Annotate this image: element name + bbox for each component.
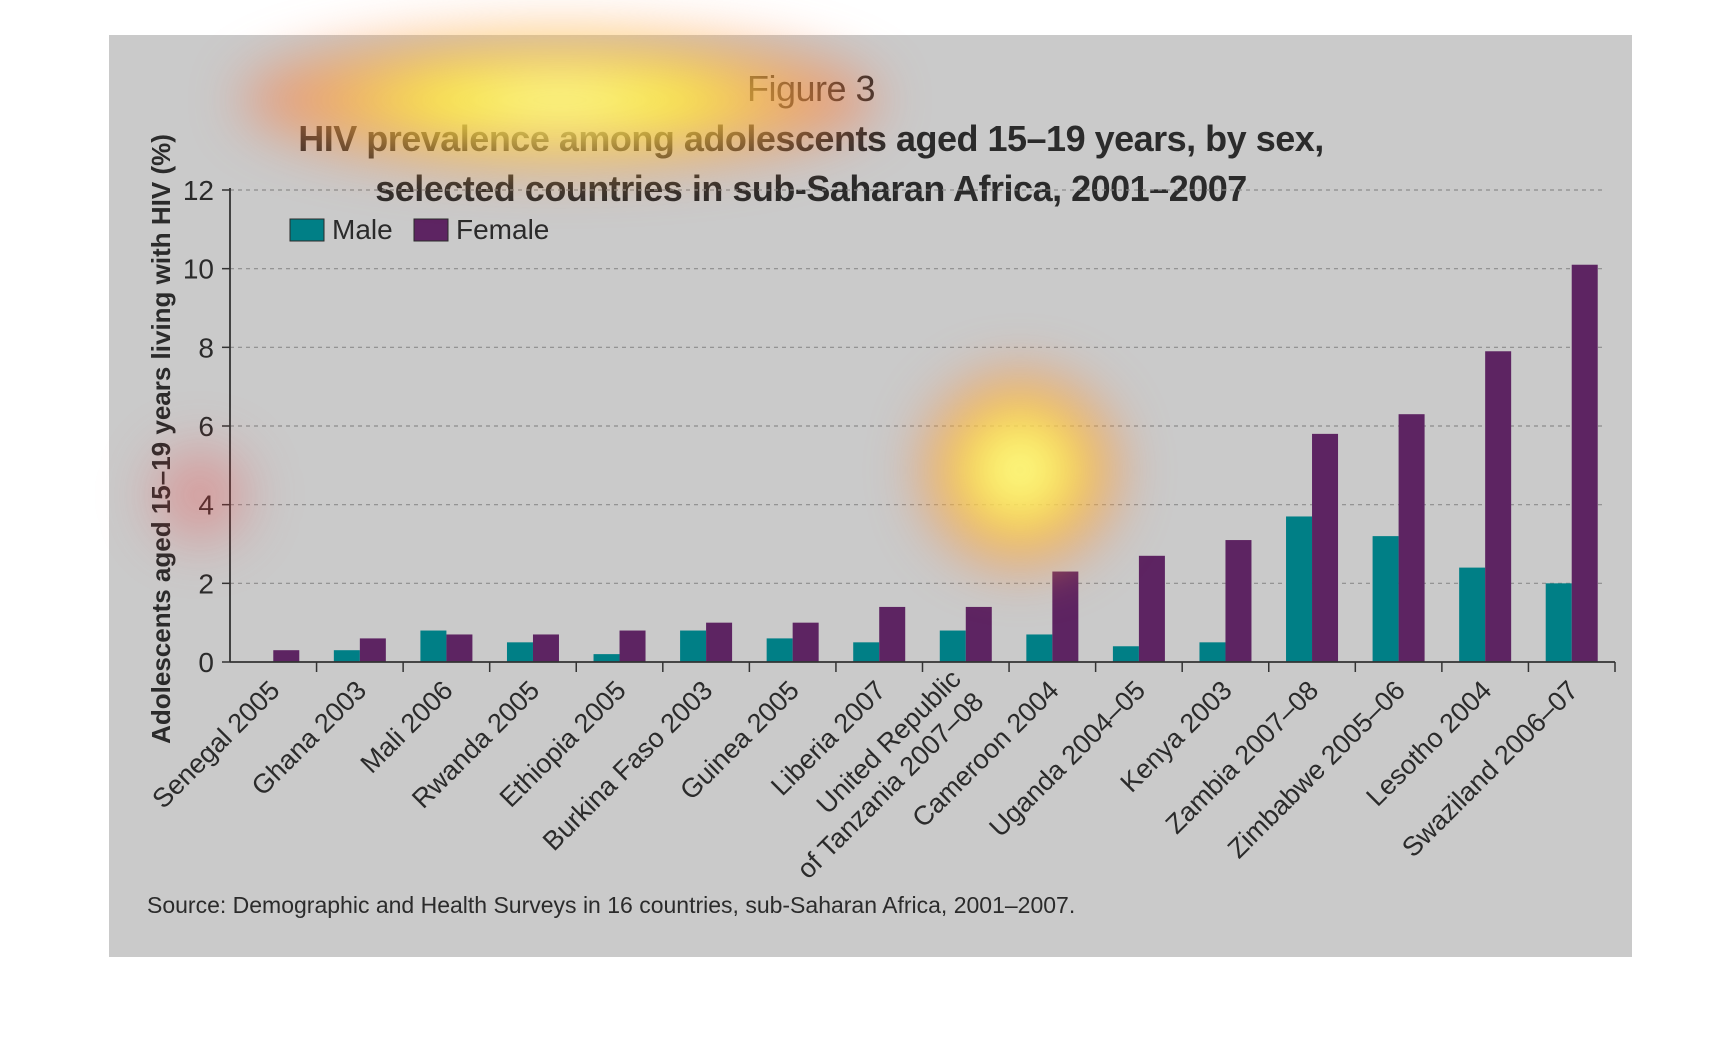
source-note: Source: Demographic and Health Surveys i… — [147, 892, 1076, 918]
legend: Male Female — [289, 214, 549, 245]
x-tick-label-line: Uganda 2004–05 — [983, 675, 1151, 843]
bar-male — [1372, 536, 1399, 662]
y-tick-label: 6 — [198, 411, 214, 442]
bar-female — [879, 606, 906, 662]
x-tick-label: Uganda 2004–05 — [983, 675, 1151, 843]
bar-female — [1485, 351, 1512, 662]
bar-male — [1286, 516, 1313, 662]
y-tick-label: 8 — [198, 332, 214, 363]
bar-male — [939, 630, 966, 662]
y-tick-label: 4 — [198, 490, 214, 521]
bar-female — [273, 650, 300, 662]
x-tick-label-text: Zambia 2007–08 — [1160, 675, 1325, 840]
bar-female — [1398, 414, 1425, 662]
x-tick-label-text: Uganda 2004–05 — [983, 675, 1151, 843]
bar-male — [1026, 634, 1053, 662]
x-tick-label: Burkina Faso 2003 — [537, 675, 718, 856]
x-tick-label-line: Zambia 2007–08 — [1160, 675, 1325, 840]
bar-male — [1199, 642, 1226, 662]
bar-male — [506, 642, 533, 662]
bar-male — [766, 638, 793, 662]
bar-female — [706, 622, 733, 662]
bar-female — [792, 622, 819, 662]
bar-male — [680, 630, 707, 662]
bar-male — [333, 650, 360, 662]
legend-label-female: Female — [456, 214, 549, 245]
x-tick-label: Zambia 2007–08 — [1160, 675, 1325, 840]
legend-label-male: Male — [332, 214, 393, 245]
bar-male — [1112, 646, 1139, 662]
y-axis-label: Adolescents aged 15–19 years living with… — [146, 134, 176, 744]
legend-swatch-male — [289, 218, 325, 242]
bar-female — [359, 638, 386, 662]
bar-male — [1459, 567, 1486, 662]
bar-male — [420, 630, 447, 662]
bar-female — [532, 634, 559, 662]
bar-female — [446, 634, 473, 662]
x-tick-label-line: Burkina Faso 2003 — [537, 675, 718, 856]
bar-female — [1225, 540, 1252, 662]
x-tick-label-text: Burkina Faso 2003 — [537, 675, 718, 856]
legend-swatch-female — [413, 218, 449, 242]
bars — [273, 264, 1598, 662]
bar-male — [1545, 583, 1572, 662]
y-tick-label: 10 — [183, 254, 214, 285]
bar-female — [619, 630, 646, 662]
y-tick-label: 0 — [198, 647, 214, 678]
bar-female — [1312, 433, 1339, 662]
y-tick-label: 12 — [183, 175, 214, 206]
bar-male — [853, 642, 880, 662]
bar-female — [1052, 571, 1079, 662]
bar-female — [1138, 555, 1165, 662]
chart-panel — [109, 35, 1632, 957]
bar-male — [593, 654, 620, 662]
y-tick-label: 2 — [198, 568, 214, 599]
bar-female — [1571, 264, 1598, 662]
y-axis-ticks: 0 2 4 6 8 10 12 — [183, 175, 230, 678]
title-line-2: selected countries in sub-Saharan Africa… — [375, 168, 1247, 209]
bar-female — [965, 606, 992, 662]
